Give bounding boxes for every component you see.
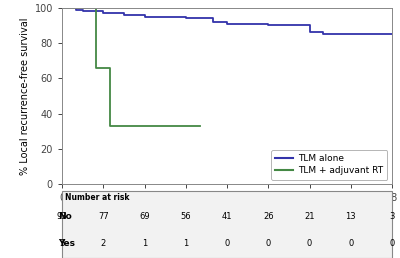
Text: 77: 77 — [98, 212, 109, 221]
X-axis label: Months: Months — [207, 208, 247, 218]
Text: 0: 0 — [224, 239, 230, 248]
Text: 93: 93 — [57, 212, 67, 221]
Text: 0: 0 — [389, 239, 395, 248]
Text: 41: 41 — [222, 212, 232, 221]
Text: 1: 1 — [183, 239, 188, 248]
Text: 3: 3 — [389, 212, 395, 221]
Y-axis label: % Local recurrence-free survival: % Local recurrence-free survival — [20, 17, 30, 175]
Text: 56: 56 — [180, 212, 191, 221]
Text: 26: 26 — [263, 212, 274, 221]
Text: 21: 21 — [304, 212, 315, 221]
Text: 2: 2 — [101, 239, 106, 248]
Text: No: No — [58, 212, 72, 221]
Text: 1: 1 — [142, 239, 147, 248]
Text: 13: 13 — [346, 212, 356, 221]
Text: 0: 0 — [348, 239, 353, 248]
Text: Yes: Yes — [58, 239, 76, 248]
Text: 0: 0 — [307, 239, 312, 248]
FancyBboxPatch shape — [62, 191, 392, 258]
Legend: TLM alone, TLM + adjuvant RT: TLM alone, TLM + adjuvant RT — [271, 150, 388, 180]
Text: Number at risk: Number at risk — [65, 193, 130, 202]
Text: 3: 3 — [59, 239, 65, 248]
Text: 69: 69 — [139, 212, 150, 221]
Text: 0: 0 — [266, 239, 271, 248]
